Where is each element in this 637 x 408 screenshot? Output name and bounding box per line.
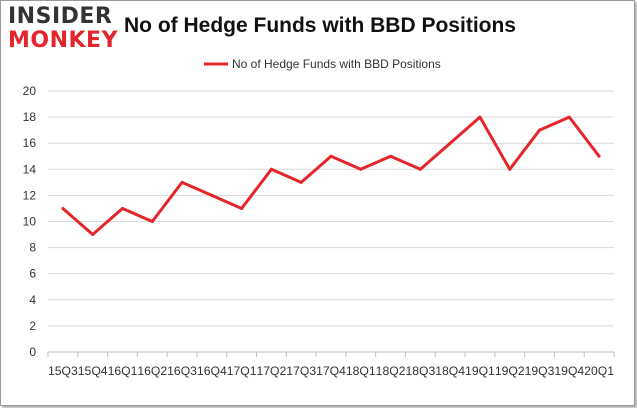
data-point — [269, 167, 273, 171]
y-tick-label: 20 — [23, 84, 37, 98]
x-tick-label: 17Q4 — [316, 364, 346, 378]
y-tick-label: 16 — [23, 136, 37, 150]
x-tick-label: 16Q3 — [167, 364, 197, 378]
data-point — [567, 115, 571, 119]
y-tick-label: 0 — [29, 345, 36, 359]
data-point — [508, 167, 512, 171]
x-tick-label: 16Q4 — [197, 364, 227, 378]
x-tick-label: 19Q3 — [525, 364, 555, 378]
y-axis-ticks: 0 2 4 6 8 10 12 14 16 18 20 — [23, 84, 37, 359]
data-point — [210, 193, 214, 197]
y-tick-label: 12 — [23, 188, 37, 202]
x-tick-label: 16Q1 — [108, 364, 138, 378]
data-point — [150, 220, 154, 223]
y-tick-label: 10 — [23, 215, 37, 229]
data-point — [240, 206, 244, 210]
series-line — [61, 115, 601, 237]
x-tick-label: 20Q1 — [584, 364, 614, 378]
y-tick-label: 6 — [29, 267, 36, 281]
x-tick-label: 18Q1 — [346, 364, 376, 378]
x-tick-label: 19Q1 — [465, 364, 495, 378]
data-point — [180, 180, 184, 184]
y-tick-label: 8 — [29, 241, 36, 255]
x-tick-label: 16Q2 — [137, 364, 167, 378]
grid — [48, 90, 614, 353]
data-point — [448, 141, 452, 145]
x-tick-label: 18Q4 — [435, 364, 465, 378]
data-point — [389, 154, 393, 158]
data-point — [418, 167, 422, 171]
chart-title: No of Hedge Funds with BBD Positions — [124, 14, 516, 37]
data-point — [478, 115, 482, 119]
data-point — [329, 154, 333, 158]
x-tick-label: 15Q3 — [48, 364, 78, 378]
logo-text-insider: INSIDER — [8, 4, 113, 29]
legend: No of Hedge Funds with BBD Positions — [204, 57, 441, 71]
x-tick-label: 18Q2 — [376, 364, 406, 378]
y-tick-label: 2 — [29, 319, 36, 333]
data-point — [61, 206, 65, 210]
data-point — [597, 154, 601, 158]
x-axis-ticks: 15Q3 15Q4 16Q1 16Q2 16Q3 16Q4 17Q1 17Q2 17Q3 17Q4… — [47, 352, 615, 378]
x-tick-label: 15Q4 — [78, 364, 108, 378]
y-tick-label: 14 — [23, 162, 37, 176]
x-tick-label: 18Q3 — [405, 364, 435, 378]
x-tick-label: 17Q1 — [227, 364, 257, 378]
x-tick-label: 19Q2 — [495, 364, 525, 378]
data-point — [120, 206, 124, 210]
data-point — [359, 167, 363, 171]
y-tick-label: 18 — [23, 110, 37, 124]
x-tick-label: 17Q2 — [257, 364, 287, 378]
data-point — [538, 128, 542, 132]
legend-label: No of Hedge Funds with BBD Positions — [232, 57, 441, 71]
data-point — [91, 233, 95, 237]
data-point — [299, 180, 303, 184]
series-group — [61, 115, 601, 237]
x-tick-label: 17Q3 — [286, 364, 316, 378]
insider-monkey-logo: INSIDER MONKEY — [8, 6, 118, 54]
x-tick-label: 19Q4 — [554, 364, 584, 378]
logo-text-monkey: MONKEY — [8, 28, 119, 53]
y-tick-label: 4 — [29, 293, 36, 307]
